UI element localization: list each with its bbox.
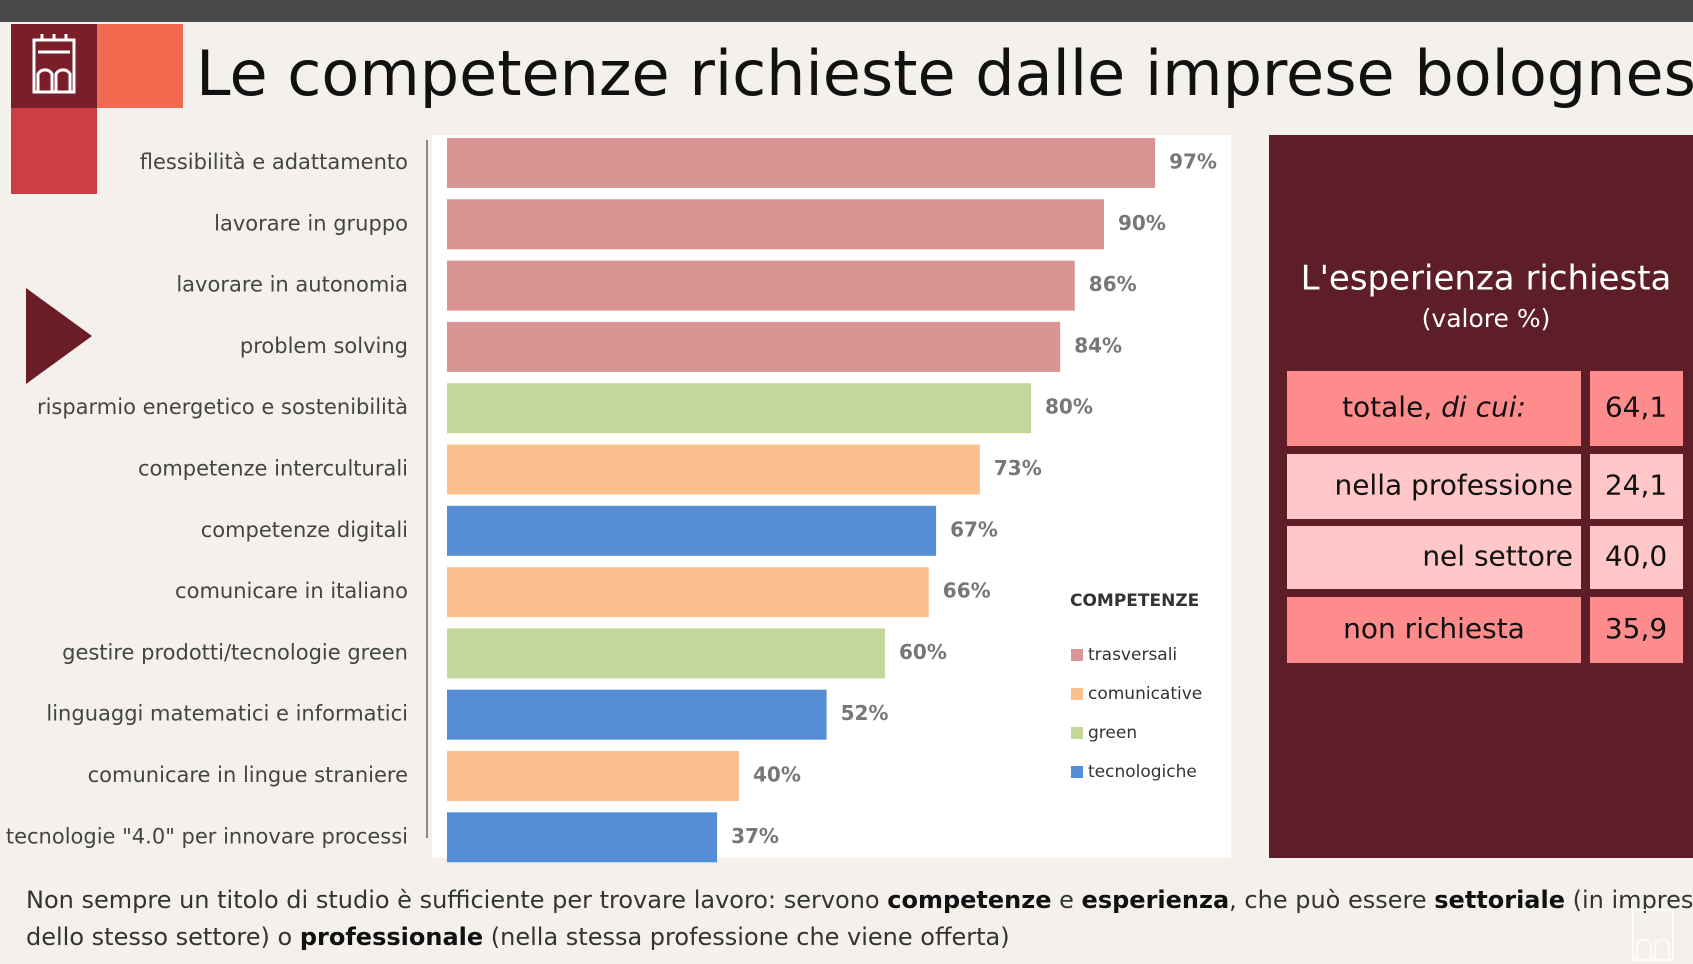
footer-line: dello stesso settore) o professionale (n…: [26, 923, 1010, 951]
category-label: comunicare in italiano: [175, 579, 408, 603]
row-label: nel settore: [1422, 540, 1573, 573]
bar: [447, 689, 827, 740]
row-value: 24,1: [1605, 469, 1667, 502]
top-bar: [0, 0, 1693, 22]
row-label: totale, di cui:: [1342, 391, 1526, 424]
row-label-cell: [1287, 454, 1581, 519]
bar: [447, 628, 885, 679]
category-label: linguaggi matematici e informatici: [46, 702, 408, 726]
red-square: [11, 108, 97, 194]
bar: [447, 260, 1075, 311]
bar: [447, 567, 929, 618]
category-label: comunicare in lingue straniere: [88, 763, 408, 787]
row-label-cell: [1287, 526, 1581, 589]
value-label: 73%: [994, 456, 1042, 480]
footer-line: Non sempre un titolo di studio è suffici…: [26, 886, 1693, 914]
bar: [447, 444, 980, 495]
category-label: competenze digitali: [201, 518, 408, 542]
category-label: competenze interculturali: [138, 457, 408, 481]
logo: [32, 34, 76, 94]
bar: [447, 383, 1031, 434]
row-value: 35,9: [1605, 612, 1667, 645]
value-label: 84%: [1074, 333, 1122, 357]
title: Le competenze richieste dalle imprese bo…: [196, 37, 1693, 110]
arrow: [26, 288, 92, 384]
panel-subtitle: (valore %): [1422, 304, 1551, 333]
footer-segment: dello stesso settore) o: [26, 923, 300, 951]
footer-segment: professionale: [300, 923, 483, 951]
value-label: 40%: [753, 763, 801, 787]
row-label-part: totale,: [1342, 391, 1441, 424]
value-label: 90%: [1118, 211, 1166, 235]
legend-label: green: [1088, 723, 1137, 743]
bar: [447, 138, 1156, 188]
row-label-cell: [1287, 371, 1581, 446]
row-value: 64,1: [1605, 391, 1667, 424]
footer-segment: esperienza: [1082, 886, 1230, 914]
row-label-part: nel settore: [1422, 540, 1573, 573]
row-label-part: di cui:: [1441, 391, 1526, 424]
bar: [447, 812, 718, 863]
bar: [447, 321, 1061, 372]
watermark-logo: [1632, 909, 1674, 961]
footer-segment: competenze: [887, 886, 1051, 914]
value-label: 60%: [899, 640, 947, 664]
value-label: 86%: [1089, 272, 1137, 296]
value-label: 37%: [731, 824, 779, 848]
value-label: 97%: [1169, 150, 1217, 174]
bar: [447, 199, 1104, 250]
footer-segment: settoriale: [1434, 886, 1565, 914]
row-value-cell: [1590, 597, 1683, 663]
footer-segment: (nella stessa professione che viene offe…: [483, 923, 1009, 951]
row-label-part: nella professione: [1334, 469, 1573, 502]
row-label: nella professione: [1334, 469, 1573, 502]
legend-swatch: [1071, 688, 1083, 700]
footer-segment: Non sempre un titolo di studio è suffici…: [26, 886, 887, 914]
category-label: flessibilità e adattamento: [140, 150, 408, 174]
row-value-cell: [1590, 454, 1683, 519]
row-label-cell: [1287, 597, 1581, 663]
legend-label: comunicative: [1088, 684, 1202, 704]
category-label: gestire prodotti/tecnologie green: [62, 640, 408, 664]
category-label: lavorare in gruppo: [214, 211, 408, 235]
category-label: risparmio energetico e sostenibilità: [37, 395, 408, 419]
orange-square: [97, 24, 183, 108]
row-value-cell: [1590, 371, 1683, 446]
bar: [447, 505, 937, 556]
value-label: 52%: [841, 701, 889, 725]
footer-segment: , che può essere: [1229, 886, 1434, 914]
value-label: 80%: [1045, 395, 1093, 419]
legend-title: COMPETENZE: [1070, 591, 1199, 611]
value-label: 67%: [950, 517, 998, 541]
category-label: lavorare in autonomia: [176, 273, 408, 297]
footer-segment: e: [1052, 886, 1082, 914]
row-value: 40,0: [1605, 540, 1667, 573]
category-label: problem solving: [240, 334, 408, 358]
bar: [447, 751, 739, 801]
legend-swatch: [1071, 649, 1083, 661]
legend-label: trasversali: [1088, 645, 1177, 665]
value-label: 66%: [943, 579, 991, 603]
legend-swatch: [1071, 727, 1083, 739]
row-label-part: non richiesta: [1343, 612, 1525, 645]
legend-swatch: [1071, 766, 1083, 778]
legend-label: tecnologiche: [1088, 762, 1197, 782]
panel-title: L'esperienza richiesta: [1301, 259, 1672, 299]
row-label: non richiesta: [1343, 612, 1525, 645]
category-label: tecnologie "4.0" per innovare processi: [6, 824, 408, 848]
row-value-cell: [1590, 526, 1683, 589]
